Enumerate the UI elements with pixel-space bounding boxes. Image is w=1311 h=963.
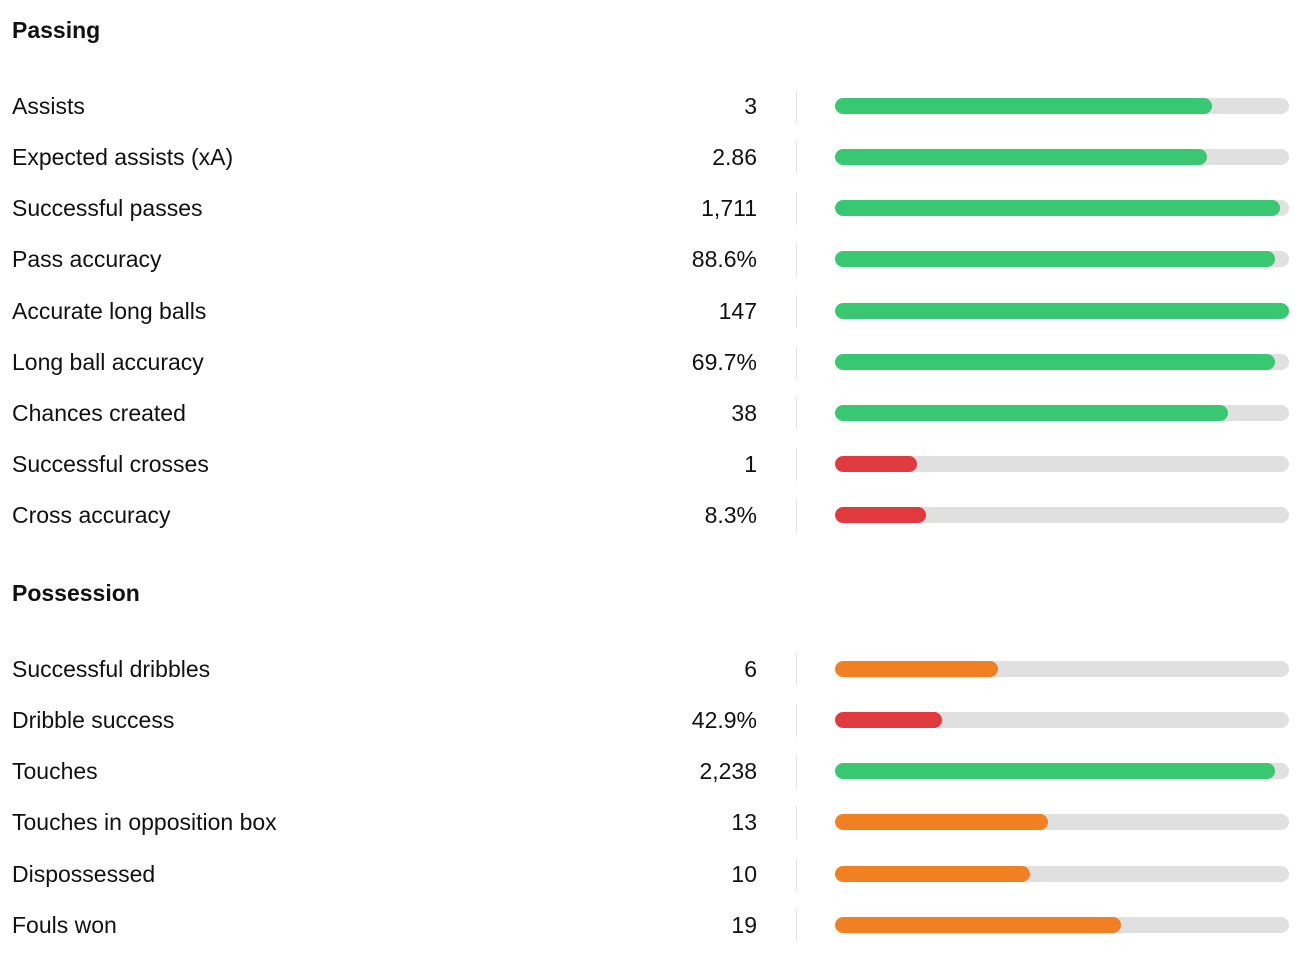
stat-label: Successful passes <box>12 195 203 222</box>
percentile-bar-fill <box>835 353 1276 370</box>
stat-row: Successful crosses 1 <box>0 439 1311 490</box>
row-divider <box>796 294 797 328</box>
percentile-bar-fill <box>835 507 926 524</box>
percentile-bar-fill <box>835 200 1280 217</box>
row-divider <box>796 396 797 430</box>
percentile-bar-fill <box>835 712 942 729</box>
percentile-bar-fill <box>835 302 1289 319</box>
stat-label: Long ball accuracy <box>12 348 204 375</box>
stat-row: Cross accuracy 8.3% <box>0 490 1311 541</box>
percentile-bar-track <box>835 404 1289 421</box>
percentile-bar-fill <box>835 814 1049 831</box>
row-divider <box>796 192 797 226</box>
percentile-bar-track <box>835 456 1289 473</box>
percentile-bar-track <box>835 763 1289 780</box>
percentile-bar-track <box>835 916 1289 933</box>
percentile-bar-fill <box>835 865 1031 882</box>
row-divider <box>796 90 797 123</box>
section-title: Possession <box>12 580 140 606</box>
percentile-bar-fill <box>835 98 1212 114</box>
stat-value: 69.7% <box>691 348 757 375</box>
percentile-bar-fill <box>835 456 917 473</box>
stat-value: 147 <box>718 297 757 324</box>
row-divider <box>796 806 797 840</box>
row-divider <box>796 857 797 891</box>
stat-value: 13 <box>731 809 757 836</box>
row-divider <box>796 345 797 379</box>
percentile-bar-track <box>835 353 1289 370</box>
stat-row: Touches in opposition box 13 <box>0 797 1311 848</box>
stat-label: Chances created <box>12 399 186 426</box>
stat-value: 88.6% <box>691 246 757 273</box>
row-divider <box>796 243 797 277</box>
percentile-bar-track <box>835 661 1289 677</box>
stat-label: Successful crosses <box>12 451 209 478</box>
row-divider <box>796 653 797 686</box>
percentile-bar-fill <box>835 404 1228 421</box>
percentile-bar-track <box>835 149 1289 166</box>
stat-label: Fouls won <box>12 911 117 938</box>
stat-row: Expected assists (xA) 2.86 <box>0 132 1311 183</box>
stat-value: 1 <box>744 451 757 478</box>
stat-label: Dribble success <box>12 707 175 734</box>
percentile-bar-track <box>835 251 1289 268</box>
stat-row: Assists 3 <box>0 81 1311 132</box>
stat-label: Accurate long balls <box>12 297 207 324</box>
stat-row: Dispossessed 10 <box>0 849 1311 900</box>
stat-value: 10 <box>731 860 757 887</box>
percentile-bar-track <box>835 507 1289 524</box>
percentile-bar-track <box>835 712 1289 729</box>
percentile-bar-fill <box>835 763 1276 780</box>
stat-label: Assists <box>12 93 85 119</box>
stat-value: 1,711 <box>701 195 757 222</box>
percentile-bar-fill <box>835 149 1208 166</box>
stat-row: Pass accuracy 88.6% <box>0 234 1311 285</box>
percentile-bar-track <box>835 302 1289 319</box>
stat-value: 3 <box>744 93 757 119</box>
stat-row: Chances created 38 <box>0 388 1311 439</box>
stat-value: 6 <box>744 656 757 682</box>
percentile-bar-track <box>835 865 1289 882</box>
percentile-bar-fill <box>835 916 1122 933</box>
section-title: Passing <box>12 17 101 43</box>
stat-value: 42.9% <box>691 707 757 734</box>
stat-label: Successful dribbles <box>12 656 211 682</box>
stat-value: 38 <box>731 399 757 426</box>
stat-label: Pass accuracy <box>12 246 162 273</box>
row-divider <box>796 141 797 175</box>
stat-row: Accurate long balls 147 <box>0 286 1311 337</box>
percentile-bar-fill <box>835 251 1276 268</box>
stat-label: Touches <box>12 758 98 785</box>
stat-row: Successful dribbles 6 <box>0 644 1311 695</box>
row-divider <box>796 499 797 533</box>
percentile-bar-fill <box>835 661 999 677</box>
stat-row: Dribble success 42.9% <box>0 695 1311 746</box>
stat-value: 2,238 <box>699 758 757 785</box>
stat-label: Expected assists (xA) <box>12 144 234 171</box>
stat-row: Touches 2,238 <box>0 746 1311 797</box>
percentile-bar-track <box>835 200 1289 217</box>
row-divider <box>796 755 797 789</box>
stat-value: 2.86 <box>712 144 757 171</box>
stat-row: Fouls won 19 <box>0 900 1311 951</box>
stat-row: Successful passes 1,711 <box>0 183 1311 234</box>
row-divider <box>796 908 797 942</box>
stat-label: Dispossessed <box>12 860 156 887</box>
stat-row: Long ball accuracy 69.7% <box>0 337 1311 388</box>
percentile-bar-track <box>835 98 1289 114</box>
stat-label: Cross accuracy <box>12 502 171 529</box>
row-divider <box>796 448 797 482</box>
row-divider <box>796 704 797 738</box>
stat-label: Touches in opposition box <box>12 809 277 836</box>
percentile-bar-track <box>835 814 1289 831</box>
stat-value: 8.3% <box>704 502 757 529</box>
stat-value: 19 <box>731 911 757 938</box>
